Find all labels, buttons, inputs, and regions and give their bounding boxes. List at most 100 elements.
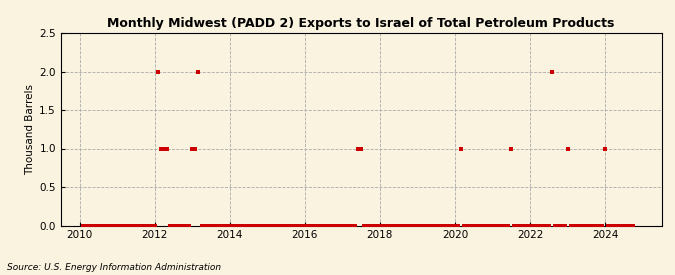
Point	[400, 223, 410, 228]
Point	[597, 223, 608, 228]
Point	[534, 223, 545, 228]
Point	[540, 223, 551, 228]
Point	[478, 223, 489, 228]
Point	[243, 223, 254, 228]
Point	[137, 223, 148, 228]
Point	[312, 223, 323, 228]
Point	[375, 223, 385, 228]
Point	[300, 223, 310, 228]
Point	[171, 223, 182, 228]
Point	[459, 223, 470, 228]
Point	[231, 223, 242, 228]
Point	[109, 223, 119, 228]
Point	[497, 223, 508, 228]
Point	[259, 223, 269, 228]
Point	[143, 223, 154, 228]
Point	[625, 223, 636, 228]
Point	[287, 223, 298, 228]
Point	[509, 223, 520, 228]
Point	[428, 223, 439, 228]
Point	[205, 223, 216, 228]
Point	[443, 223, 454, 228]
Point	[606, 223, 617, 228]
Point	[325, 223, 335, 228]
Point	[252, 223, 263, 228]
Point	[246, 223, 257, 228]
Point	[481, 223, 491, 228]
Point	[522, 223, 533, 228]
Point	[465, 223, 476, 228]
Point	[559, 223, 570, 228]
Point	[346, 223, 357, 228]
Point	[352, 146, 363, 151]
Point	[315, 223, 326, 228]
Point	[290, 223, 301, 228]
Point	[105, 223, 116, 228]
Point	[381, 223, 392, 228]
Point	[484, 223, 495, 228]
Point	[371, 223, 382, 228]
Point	[184, 223, 194, 228]
Point	[515, 223, 526, 228]
Point	[84, 223, 95, 228]
Point	[409, 223, 420, 228]
Point	[340, 223, 351, 228]
Point	[369, 223, 379, 228]
Point	[584, 223, 595, 228]
Point	[334, 223, 345, 228]
Point	[271, 223, 282, 228]
Point	[406, 223, 416, 228]
Point	[124, 223, 135, 228]
Point	[293, 223, 304, 228]
Point	[547, 69, 558, 74]
Point	[162, 146, 173, 151]
Point	[493, 223, 504, 228]
Point	[537, 223, 548, 228]
Point	[362, 223, 373, 228]
Point	[111, 223, 122, 228]
Point	[331, 223, 342, 228]
Point	[93, 223, 104, 228]
Point	[337, 223, 348, 228]
Point	[384, 223, 395, 228]
Point	[431, 223, 441, 228]
Point	[377, 223, 388, 228]
Point	[318, 223, 329, 228]
Point	[387, 223, 398, 228]
Point	[178, 223, 188, 228]
Point	[209, 223, 219, 228]
Title: Monthly Midwest (PADD 2) Exports to Israel of Total Petroleum Products: Monthly Midwest (PADD 2) Exports to Isra…	[107, 17, 615, 31]
Point	[503, 223, 514, 228]
Point	[274, 223, 285, 228]
Point	[128, 223, 138, 228]
Point	[168, 223, 179, 228]
Point	[327, 223, 338, 228]
Point	[356, 146, 367, 151]
Point	[86, 223, 97, 228]
Point	[321, 223, 332, 228]
Point	[412, 223, 423, 228]
Point	[224, 223, 235, 228]
Point	[130, 223, 141, 228]
Point	[562, 146, 573, 151]
Point	[425, 223, 435, 228]
Point	[434, 223, 445, 228]
Point	[343, 223, 354, 228]
Point	[556, 223, 567, 228]
Point	[531, 223, 542, 228]
Point	[77, 223, 88, 228]
Point	[227, 223, 238, 228]
Point	[284, 223, 294, 228]
Point	[415, 223, 426, 228]
Point	[490, 223, 501, 228]
Point	[90, 223, 101, 228]
Point	[302, 223, 313, 228]
Point	[403, 223, 414, 228]
Point	[103, 223, 113, 228]
Point	[159, 146, 169, 151]
Point	[262, 223, 273, 228]
Point	[118, 223, 129, 228]
Point	[456, 146, 466, 151]
Point	[187, 146, 198, 151]
Point	[190, 146, 200, 151]
